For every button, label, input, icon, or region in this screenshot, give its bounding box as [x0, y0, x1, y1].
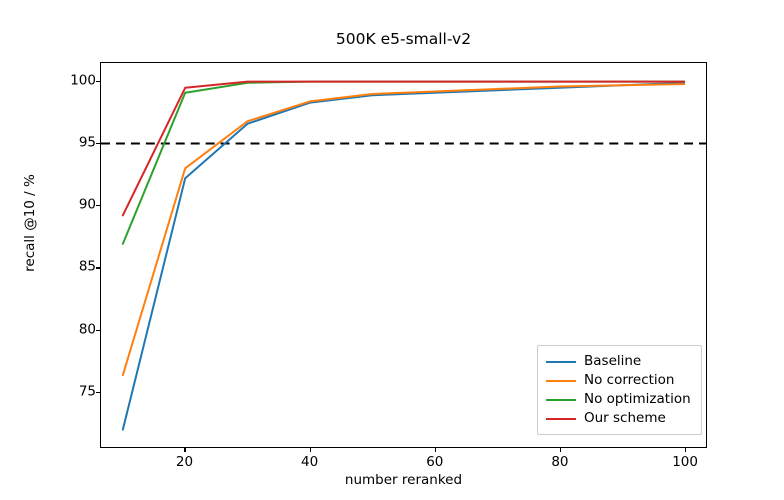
- x-axis-label: number reranked: [344, 472, 463, 488]
- series-line-our-scheme: [121, 80, 686, 217]
- x-tick-label: 60: [426, 454, 444, 470]
- x-tick-mark: [184, 448, 186, 452]
- y-tick-mark: [96, 267, 100, 269]
- x-tick-mark: [685, 448, 687, 452]
- legend-label: Baseline: [584, 352, 642, 369]
- y-tick-label: 80: [78, 320, 96, 337]
- x-tick-mark: [559, 448, 562, 452]
- y-tick-mark: [96, 142, 100, 145]
- x-tick-label: 40: [301, 454, 319, 470]
- y-tick-mark: [96, 205, 100, 207]
- legend-line-swatch: [546, 398, 576, 401]
- legend-line-swatch: [546, 379, 576, 382]
- y-tick-label: 75: [78, 383, 96, 400]
- y-tick-label: 90: [78, 196, 96, 213]
- legend-line-swatch: [546, 417, 576, 420]
- y-axis-label: recall @10 / %: [22, 174, 38, 272]
- legend-item-our-scheme[interactable]: Our scheme: [546, 409, 693, 428]
- legend-label: Our scheme: [584, 409, 666, 426]
- x-tick-mark: [434, 448, 436, 452]
- legend-line-swatch: [546, 360, 576, 363]
- legend-label: No correction: [584, 371, 675, 388]
- plot-svg: [101, 80, 706, 431]
- y-tick-mark: [96, 80, 100, 82]
- y-tick-label: 85: [78, 258, 96, 275]
- series-line-no-optimization: [121, 80, 686, 245]
- y-tick-mark: [96, 329, 100, 331]
- x-tick-label: 20: [175, 454, 194, 470]
- x-tick-label: 80: [551, 454, 569, 470]
- x-tick-mark: [309, 448, 311, 452]
- legend-item-no-optimization[interactable]: No optimization: [546, 390, 693, 409]
- chart-legend: Baseline No correction No optimization Our …: [537, 345, 702, 435]
- y-tick-label: 95: [78, 134, 96, 151]
- series-line-no-correction: [121, 83, 686, 377]
- y-tick-mark: [96, 391, 100, 394]
- legend-label: No optimization: [584, 390, 691, 407]
- legend-item-no-correction[interactable]: No correction: [546, 371, 693, 390]
- legend-item-baseline[interactable]: Baseline: [546, 352, 693, 371]
- chart-title: 500K e5-small-v2: [335, 30, 472, 48]
- plot-area: [100, 62, 707, 448]
- x-tick-label: 100: [672, 454, 698, 470]
- y-tick-label: 100: [70, 71, 96, 88]
